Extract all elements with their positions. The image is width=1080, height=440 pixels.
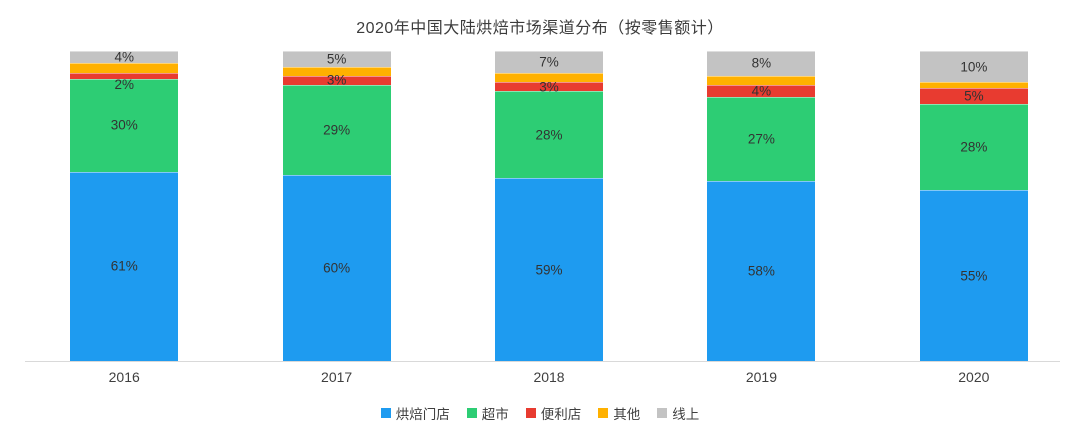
legend-label: 便利店 xyxy=(540,407,582,422)
data-label: 30% xyxy=(110,117,138,133)
data-label: 8% xyxy=(751,55,772,71)
bar-segment: 28% xyxy=(495,91,604,179)
legend-label: 其他 xyxy=(613,407,641,422)
data-label: 4% xyxy=(751,83,772,99)
bar-segment: 3% xyxy=(282,72,391,88)
bar-segment: 59% xyxy=(495,178,604,361)
data-label: 61% xyxy=(110,258,138,274)
bar-segment: 4% xyxy=(707,83,816,99)
chart-title: 2020年中国大陆烘焙市场渠道分布（按零售额计） xyxy=(356,20,724,37)
bar-slot: 4% 2% 30% 61% xyxy=(18,49,230,361)
bar-segment: 27% xyxy=(707,97,816,182)
bar-segment xyxy=(495,72,604,82)
data-label: 28% xyxy=(960,139,988,155)
bar-segment xyxy=(282,66,391,76)
data-label: 4% xyxy=(114,49,134,65)
data-label: 5% xyxy=(326,51,347,67)
bar-segment: 7% xyxy=(495,51,604,73)
stacked-bar: 5% 3% 29% 60% xyxy=(282,51,391,361)
legend-swatch xyxy=(380,408,391,418)
data-label: 28% xyxy=(535,127,563,143)
legend-label: 超市 xyxy=(481,407,509,422)
x-tick-label: 2018 xyxy=(533,369,565,385)
stacked-bar: 8% 4% 27% 58% xyxy=(707,51,816,361)
data-label: 5% xyxy=(964,88,984,104)
legend-swatch xyxy=(598,408,609,418)
bar-segment: 30% xyxy=(70,78,179,172)
bar-segment: 10% xyxy=(919,51,1028,82)
stacked-bar: 10% 5% 28% 55% xyxy=(919,51,1028,361)
bar-segment: 8% xyxy=(707,51,816,76)
legend-swatch xyxy=(657,408,668,418)
bar-slot: 10% 5% 28% 55% xyxy=(868,51,1080,361)
bar-segment: 3% xyxy=(495,79,604,95)
data-label: 29% xyxy=(323,122,351,138)
data-label: 58% xyxy=(747,263,775,279)
bar-segment: 60% xyxy=(282,174,391,361)
bar-segment xyxy=(707,75,816,86)
x-tick-label: 2017 xyxy=(321,369,353,385)
bar-segment: 29% xyxy=(282,85,391,175)
legend-item: 烘焙门店 xyxy=(380,403,450,423)
data-label: 3% xyxy=(326,72,347,88)
x-tick-label: 2020 xyxy=(958,369,990,385)
bar-segment xyxy=(919,82,1028,89)
legend-item: 线上 xyxy=(657,403,699,423)
data-label: 10% xyxy=(960,59,988,74)
legend: 烘焙门店 超市 便利店 其他 线上 xyxy=(0,403,1080,423)
data-label: 60% xyxy=(323,260,351,276)
legend-item: 便利店 xyxy=(525,403,582,423)
data-label: 2% xyxy=(114,77,134,93)
bar-segment xyxy=(70,63,179,73)
bar-segment: 5% xyxy=(282,51,391,67)
bar-slot: 8% 4% 27% 58% xyxy=(655,51,867,361)
x-tick-label: 2016 xyxy=(108,369,140,385)
legend-label: 线上 xyxy=(672,407,700,422)
legend-item: 超市 xyxy=(466,403,509,423)
legend-swatch xyxy=(466,408,477,418)
x-axis-labels: 2016 2017 2018 2019 2020 xyxy=(18,369,1080,385)
bar-segment: 2% xyxy=(70,72,179,92)
stacked-bar: 7% 3% 28% 59% xyxy=(495,51,604,361)
bar-segment: 28% xyxy=(919,103,1028,191)
data-label: 27% xyxy=(747,131,775,147)
bar-slot: 7% 3% 28% 59% xyxy=(443,51,655,361)
legend-item: 其他 xyxy=(598,403,640,423)
bar-slot: 5% 3% 29% 60% xyxy=(230,51,442,361)
bar-segment: 55% xyxy=(919,190,1028,361)
data-label: 59% xyxy=(535,262,563,278)
stacked-bar: 4% 2% 30% 61% xyxy=(70,49,179,361)
data-label: 3% xyxy=(539,79,559,95)
data-label: 7% xyxy=(539,54,559,70)
x-axis-line xyxy=(25,361,1060,362)
bar-segment: 58% xyxy=(707,181,816,361)
bar-segment: 5% xyxy=(919,88,1028,104)
plot-area: 4% 2% 30% 61% 5% 3% 29% 60% 7% 3% 28% 59% 8% 4% 27% 58%… xyxy=(18,49,1080,361)
legend-swatch xyxy=(525,408,536,418)
bar-segment: 4% xyxy=(70,49,179,65)
x-tick-label: 2019 xyxy=(745,369,777,385)
legend-label: 烘焙门店 xyxy=(395,407,450,422)
data-label: 55% xyxy=(960,268,988,284)
bar-segment: 61% xyxy=(70,171,179,361)
